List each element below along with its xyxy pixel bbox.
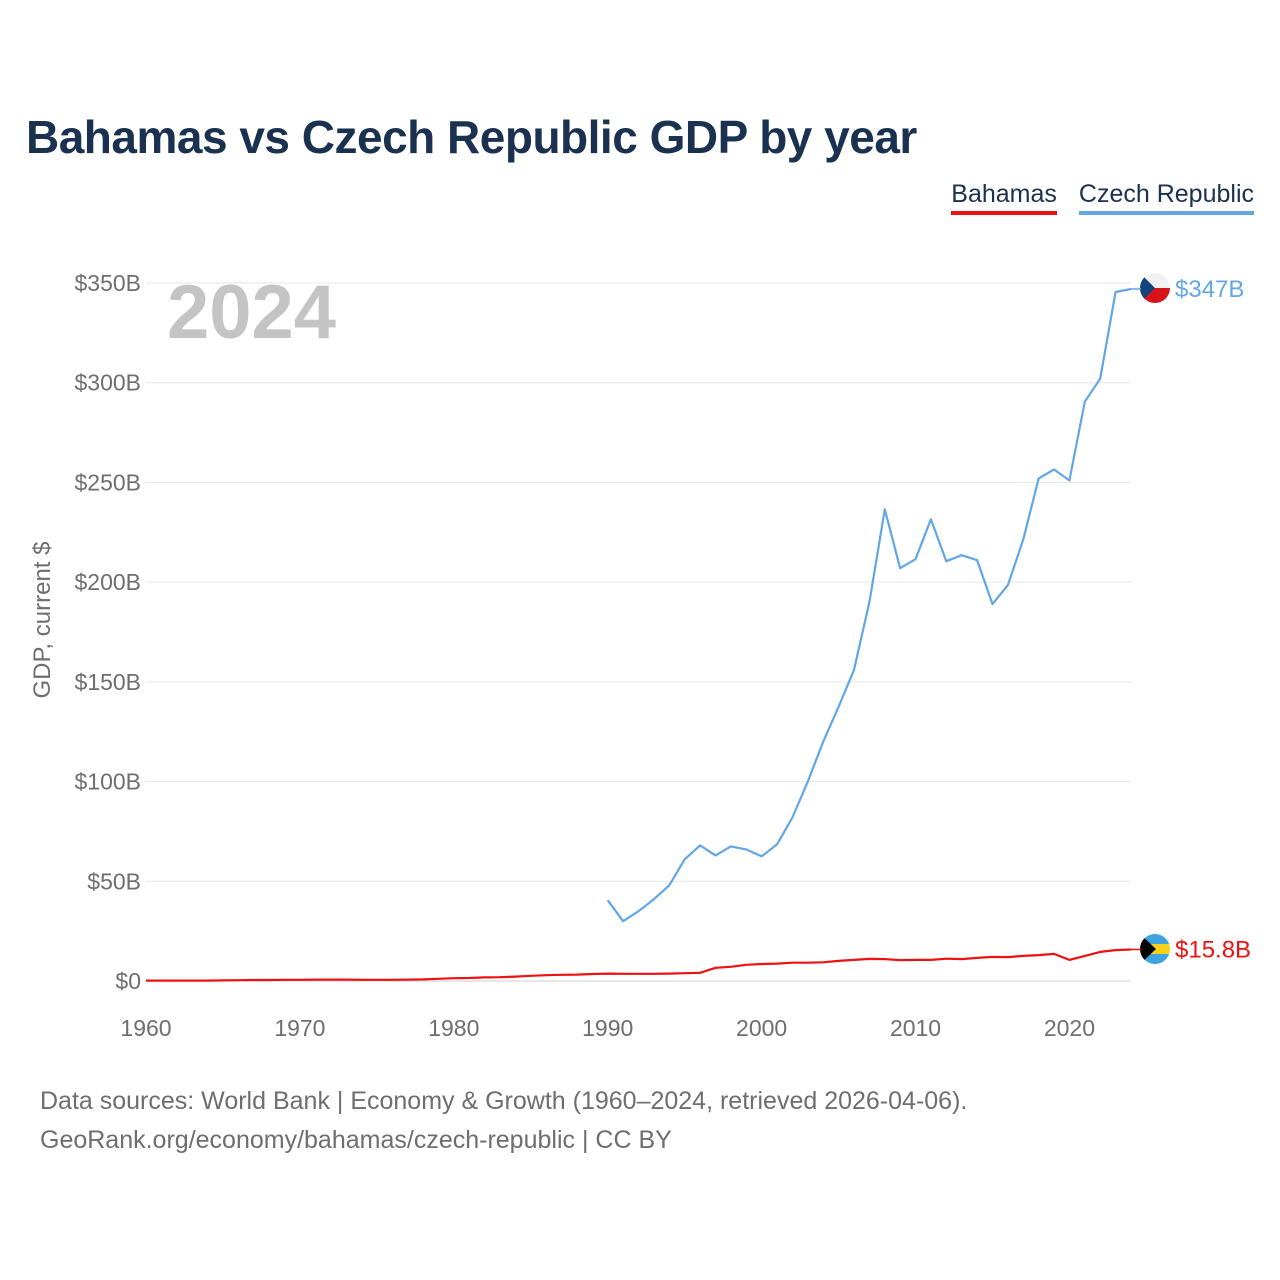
chart-title: Bahamas vs Czech Republic GDP by year: [26, 111, 917, 163]
y-tick-label: $0: [115, 968, 141, 994]
y-tick-label: $350B: [74, 270, 141, 296]
y-tick-label: $150B: [74, 669, 141, 695]
gdp-line-chart: $0 $50B $100B $150B $200B $250B $300B $350B 196…: [29, 270, 1251, 1041]
x-tick-label: 2010: [890, 1015, 941, 1041]
y-tick-label: $300B: [74, 370, 141, 396]
series-line-czech-republic: [606, 287, 1132, 923]
x-tick-label: 1990: [582, 1015, 633, 1041]
bahamas-flag-icon: [1140, 934, 1170, 964]
year-label: 2024: [167, 270, 336, 355]
series-line-bahamas: [146, 948, 1132, 982]
legend: Bahamas Czech Republic: [951, 180, 1254, 215]
czech-republic-flag-icon: [1140, 273, 1170, 303]
source-line-2: GeoRank.org/economy/bahamas/czech-republ…: [40, 1126, 672, 1154]
y-tick-label: $250B: [74, 469, 141, 495]
end-value-label-bahamas: $15.8B: [1175, 936, 1251, 963]
x-tick-label: 1980: [428, 1015, 479, 1041]
y-tick-label: $50B: [87, 868, 141, 894]
y-tick-label: $200B: [74, 569, 141, 595]
x-tick-label: 1970: [274, 1015, 325, 1041]
x-tick-label: 2020: [1044, 1015, 1095, 1041]
end-value-label-czech-republic: $347B: [1175, 276, 1244, 303]
source-note: Data sources: World Bank | Economy & Gro…: [40, 1082, 967, 1160]
legend-item-czech-republic[interactable]: Czech Republic: [1078, 180, 1254, 215]
y-axis-title: GDP, current $: [29, 542, 56, 699]
x-tick-label: 2000: [736, 1015, 787, 1041]
x-tick-label: 1960: [120, 1015, 171, 1041]
y-tick-label: $100B: [74, 769, 141, 795]
legend-item-bahamas[interactable]: Bahamas: [951, 180, 1057, 215]
source-line-1: Data sources: World Bank | Economy & Gro…: [40, 1087, 968, 1115]
